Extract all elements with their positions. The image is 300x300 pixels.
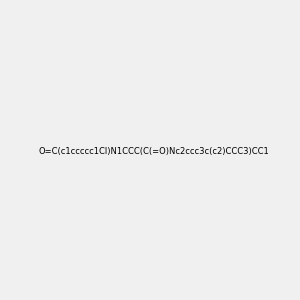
- Text: O=C(c1ccccc1Cl)N1CCC(C(=O)Nc2ccc3c(c2)CCC3)CC1: O=C(c1ccccc1Cl)N1CCC(C(=O)Nc2ccc3c(c2)CC…: [38, 147, 269, 156]
